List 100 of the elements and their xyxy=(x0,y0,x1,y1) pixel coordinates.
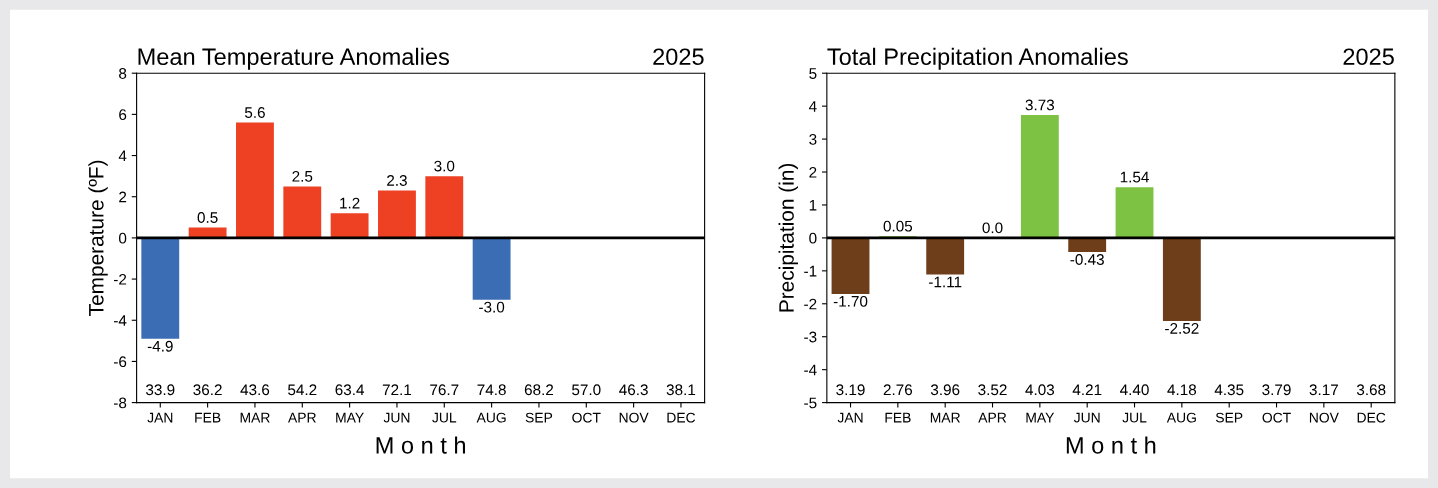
y-tick-label: -4 xyxy=(804,364,817,376)
y-axis-title: Precipitation (in) xyxy=(778,163,798,312)
annotation: 72.1 xyxy=(382,384,412,396)
annotation: 4.40 xyxy=(1120,384,1149,396)
x-axis-title: M o n t h xyxy=(376,436,466,454)
annotation: 57.0 xyxy=(572,384,601,396)
data-label: 5.6 xyxy=(244,107,265,118)
y-axis-title: Temperature (ºF) xyxy=(88,160,108,316)
chart-title: Mean Temperature Anomalies xyxy=(138,47,449,70)
x-tick-label: DEC xyxy=(667,412,696,423)
y-tick-label: -1 xyxy=(804,265,817,277)
x-tick-label: FEB xyxy=(195,412,221,423)
y-tick-label: -4 xyxy=(113,315,127,326)
data-label: 1.2 xyxy=(340,197,360,209)
bar xyxy=(330,213,369,238)
annotation: 4.35 xyxy=(1214,384,1244,396)
data-label: 3.0 xyxy=(434,160,455,172)
data-label: -1.11 xyxy=(929,276,962,288)
bar xyxy=(1162,237,1201,321)
x-tick-label: FEB xyxy=(885,412,911,423)
y-tick-label: -8 xyxy=(113,397,127,409)
data-label: 2.5 xyxy=(292,170,313,182)
chart-title: Total Precipitation Anomalies xyxy=(827,47,1128,70)
y-tick-label: -6 xyxy=(113,356,127,368)
x-tick-label: APR xyxy=(978,412,1007,423)
x-tick-label: SEP xyxy=(525,412,553,423)
bar xyxy=(1020,115,1059,238)
y-tick-label: 0 xyxy=(118,232,127,244)
data-label: -3.0 xyxy=(479,301,505,313)
y-tick-label: -2 xyxy=(804,298,817,310)
x-tick-label: OCT xyxy=(572,412,601,423)
annotation: 33.9 xyxy=(145,384,175,396)
annotation: 38.1 xyxy=(666,384,696,396)
x-tick-label: OCT xyxy=(1262,412,1291,423)
annotation: 3.96 xyxy=(930,384,960,396)
y-tick-label: 1 xyxy=(809,199,817,211)
y-tick-label: 2 xyxy=(119,191,127,203)
data-label: 1.54 xyxy=(1120,171,1149,183)
x-tick-label: JUN xyxy=(383,412,410,423)
annotation: 54.2 xyxy=(288,384,317,396)
x-tick-label: AUG xyxy=(476,412,506,423)
x-tick-label: NOV xyxy=(1309,412,1339,423)
annotation: 76.7 xyxy=(430,384,459,396)
x-tick-label: MAY xyxy=(1026,412,1055,423)
x-tick-label: SEP xyxy=(1215,412,1243,423)
y-tick-label: 6 xyxy=(119,109,127,121)
x-tick-label: DEC xyxy=(1357,412,1386,423)
x-tick-label: JUL xyxy=(1122,412,1147,423)
annotation: 4.21 xyxy=(1072,384,1102,396)
data-label: -2.52 xyxy=(1165,322,1199,334)
data-label: 2.3 xyxy=(387,175,407,186)
bar xyxy=(236,122,274,238)
data-label: 0.0 xyxy=(982,222,1003,234)
data-label: -4.9 xyxy=(147,340,173,352)
x-tick-label: MAY xyxy=(336,412,364,423)
annotation: 36.2 xyxy=(193,384,222,396)
annotation: 63.4 xyxy=(335,384,365,396)
chart-subtitle: 2025 xyxy=(1343,48,1394,66)
bar xyxy=(1068,237,1107,253)
annotation: 3.52 xyxy=(978,384,1007,396)
y-tick-label: 0 xyxy=(809,232,817,244)
annotation: 3.79 xyxy=(1262,384,1291,396)
x-tick-label: JUN xyxy=(1073,412,1100,423)
y-tick-label: -2 xyxy=(113,273,127,285)
annotation: 3.68 xyxy=(1356,384,1386,396)
y-tick-label: -5 xyxy=(804,397,817,409)
x-tick-label: JAN xyxy=(837,412,863,423)
bar xyxy=(378,190,416,238)
y-tick-label: 8 xyxy=(119,68,127,79)
y-tick-label: 4 xyxy=(118,150,127,162)
y-tick-label: -3 xyxy=(804,331,817,343)
data-label: 0.05 xyxy=(883,220,913,232)
bar xyxy=(425,176,464,238)
x-tick-label: AUG xyxy=(1166,412,1196,423)
bar xyxy=(1115,187,1154,238)
chart-subtitle: 2025 xyxy=(653,48,704,66)
annotation: 2.76 xyxy=(883,384,913,396)
data-label: -0.43 xyxy=(1070,254,1104,265)
data-label: -1.70 xyxy=(833,295,868,307)
annotation: 4.18 xyxy=(1167,384,1197,396)
x-tick-label: NOV xyxy=(619,412,649,423)
y-tick-label: 2 xyxy=(809,166,817,178)
x-tick-label: MAR xyxy=(930,412,960,423)
bar xyxy=(283,186,322,238)
bar xyxy=(831,237,870,294)
annotation: 74.8 xyxy=(477,384,506,396)
data-label: 3.73 xyxy=(1025,99,1055,111)
annotation: 3.17 xyxy=(1309,384,1338,396)
annotation: 68.2 xyxy=(524,384,554,396)
y-tick-label: 5 xyxy=(809,68,817,79)
x-tick-label: APR xyxy=(288,412,316,423)
x-tick-label: MAR xyxy=(240,412,270,423)
bar xyxy=(141,237,180,339)
y-tick-label: 3 xyxy=(809,133,817,145)
annotation: 4.03 xyxy=(1025,384,1055,396)
annotation: 3.19 xyxy=(836,384,865,396)
x-axis-title: M o n t h xyxy=(1066,436,1156,454)
y-tick-label: 4 xyxy=(808,101,817,112)
x-tick-label: JUL xyxy=(432,412,457,423)
x-tick-label: JAN xyxy=(147,412,173,423)
